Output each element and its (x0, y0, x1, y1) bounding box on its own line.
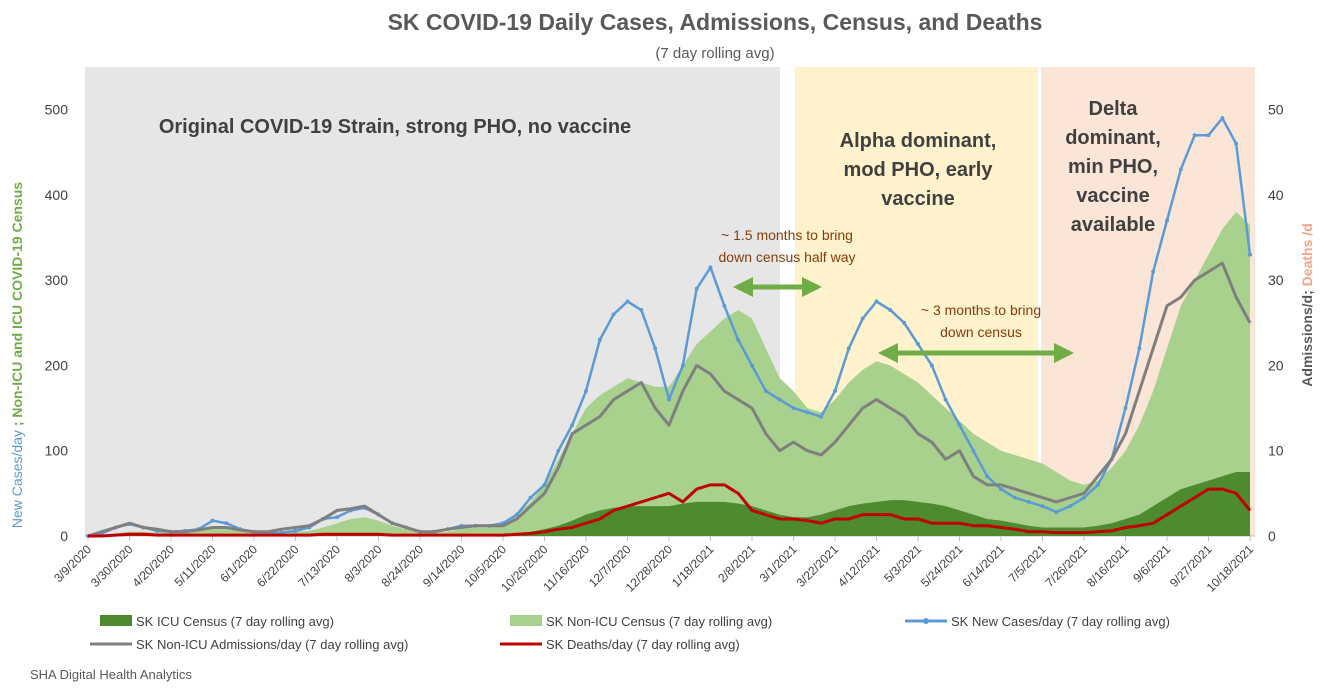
y-tick-label: 0 (60, 528, 68, 544)
y2-tick-label: 10 (1268, 443, 1284, 459)
legend-swatch (510, 615, 542, 626)
x-tick-label: 4/20/2020 (129, 542, 177, 590)
region-label: min PHO, (1068, 156, 1158, 178)
line (88, 483, 1252, 538)
x-tick-label: 8/16/2021 (1084, 542, 1132, 590)
x-tick-label: 4/12/2021 (835, 542, 883, 590)
annotation: ~ 1.5 months to bring (721, 227, 853, 243)
x-tick-label: 9/14/2020 (420, 542, 468, 590)
y2-tick-label: 20 (1268, 357, 1284, 373)
chart-subtitle: (7 day rolling avg) (655, 45, 774, 62)
region-label: available (1071, 214, 1156, 236)
y2-axis-title-part: Admissions/d; (1299, 290, 1315, 386)
x-tick-label: 7/26/2021 (1042, 542, 1090, 590)
y-axis-title-part: ; Non-ICU and ICU COVID-19 Census (9, 182, 25, 430)
line (86, 116, 1252, 538)
annotation: ~ 3 months to bring (921, 302, 1041, 318)
source-note: SHA Digital Health Analytics (30, 667, 192, 682)
region-label: Delta (1089, 98, 1139, 120)
region-label: Original COVID-19 Strain, strong PHO, no… (159, 116, 631, 138)
overlay: Original COVID-19 Strain, strong PHO, no… (90, 98, 1170, 652)
region-label: Alpha dominant, (840, 130, 997, 152)
y2-tick-label: 40 (1268, 187, 1284, 203)
y-tick-label: 500 (45, 102, 69, 118)
y-tick-label: 200 (45, 357, 69, 373)
x-tick-label: 5/11/2020 (172, 542, 219, 589)
y-axis-title-part: New Cases/day (9, 430, 25, 528)
y2-axis-title: Admissions/d; Deaths /d (1299, 223, 1315, 386)
legend-marker (923, 618, 929, 624)
legend-swatch (100, 615, 132, 626)
x-tick-label: 5/24/2021 (918, 542, 966, 590)
y-axis-title: New Cases/day ; Non-ICU and ICU COVID-19… (9, 182, 25, 528)
x-tick-label: 6/22/2020 (254, 542, 302, 590)
annotation: down census half way (719, 249, 856, 265)
x-tick-label: 8/24/2020 (378, 542, 426, 590)
y2-tick-label: 30 (1268, 272, 1284, 288)
region-label: vaccine (1076, 185, 1149, 207)
x-tick-label: 7/13/2020 (295, 542, 343, 590)
y2-axis-title-part: Deaths /d (1299, 223, 1315, 290)
x-tick-label: 6/14/2021 (959, 542, 1007, 590)
x-tick-label: 3/30/2020 (88, 542, 136, 590)
legend-label: SK Non-ICU Admissions/day (7 day rolling… (136, 637, 408, 652)
line (87, 261, 1252, 538)
plot-area (86, 116, 1252, 538)
y-tick-label: 400 (45, 187, 69, 203)
region-label: dominant, (1065, 127, 1161, 149)
x-tick-label: 2/8/2021 (715, 542, 758, 585)
x-tick-label: 3/22/2021 (793, 542, 841, 590)
y-tick-label: 100 (45, 443, 69, 459)
region-label: vaccine (881, 188, 954, 210)
x-tick-label: 1/18/2021 (669, 542, 717, 590)
legend-label: SK ICU Census (7 day rolling avg) (136, 614, 334, 629)
y2-tick-label: 0 (1268, 528, 1276, 544)
annotation: down census (940, 324, 1022, 340)
legend-label: SK New Cases/day (7 day rolling avg) (951, 614, 1170, 629)
legend-label: SK Deaths/day (7 day rolling avg) (546, 637, 740, 652)
region-label: mod PHO, early (844, 159, 994, 181)
y2-tick-label: 50 (1268, 102, 1284, 118)
y-tick-label: 300 (45, 272, 69, 288)
legend-label: SK Non-ICU Census (7 day rolling avg) (546, 614, 772, 629)
chart-title: SK COVID-19 Daily Cases, Admissions, Cen… (388, 9, 1043, 35)
